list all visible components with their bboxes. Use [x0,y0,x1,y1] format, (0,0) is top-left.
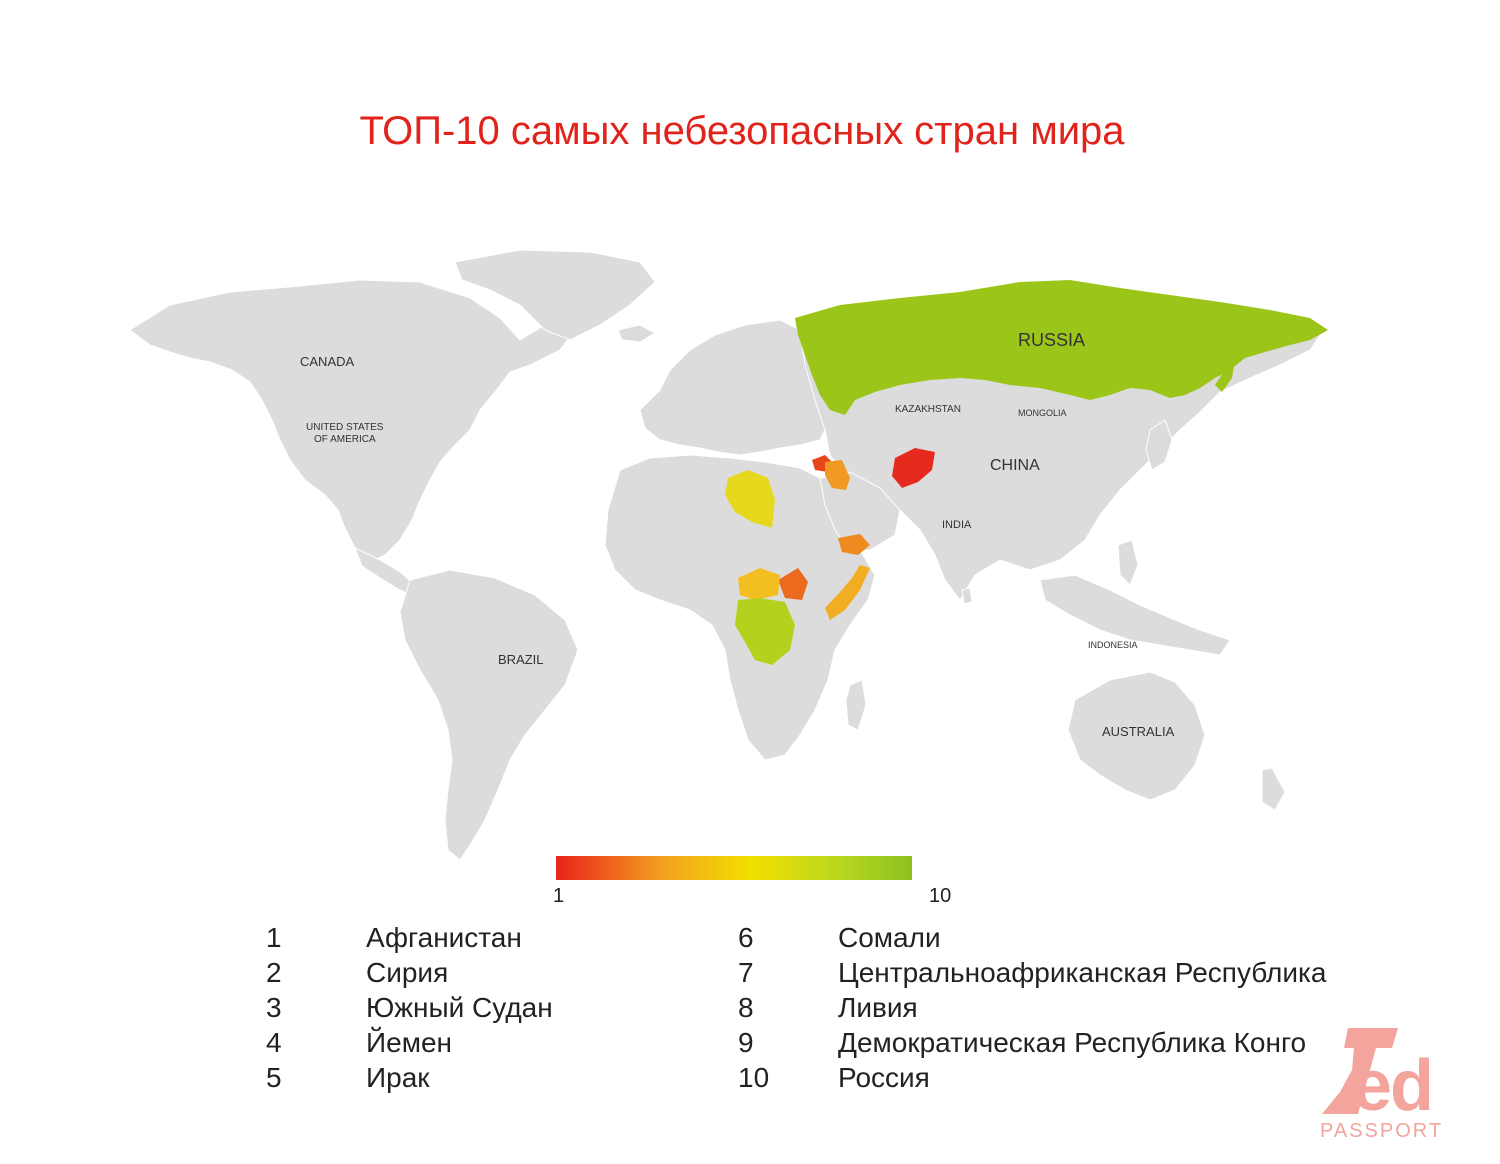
label-canada: CANADA [300,354,355,369]
legend-min-label: 1 [553,885,565,907]
rank-country: Демократическая Республика Конго [838,1027,1307,1058]
ranking-row: 3 Южный Судан [266,990,686,1025]
landmass-southeast-asia [1039,574,1231,656]
landmass-arabia [819,471,901,553]
rank-country: Сирия [366,957,449,988]
logo-mark [1322,1028,1398,1114]
ranking-row: 8 Ливия [738,990,1378,1025]
rank-number: 6 [738,922,754,953]
rank-number: 10 [738,1062,770,1093]
rank-country: Афганистан [366,922,522,953]
country-afghanistan [892,448,935,488]
country-dr-congo [735,598,795,665]
rank-number: 1 [266,922,282,953]
base-landmass [129,249,1326,861]
label-australia: AUSTRALIA [1102,724,1175,739]
rank-country: Сомали [838,922,941,953]
rank-country: Ливия [838,992,918,1023]
landmass-australia [1067,671,1206,801]
landmass-iceland [617,324,657,343]
label-mongolia: MONGOLIA [1018,408,1067,418]
country-somalia [825,565,870,620]
rank-number: 8 [738,992,754,1023]
label-usa-line1: UNITED STATES [306,422,384,433]
landmass-new-zealand [1261,767,1286,811]
rank-number: 2 [266,957,282,988]
logo-subtitle: PASSPORT [1320,1120,1444,1142]
country-iraq [825,460,850,490]
country-russia [795,280,1328,415]
legend-max-label: 10 [929,885,952,907]
label-brazil: BRAZIL [498,652,544,667]
country-south-sudan [778,568,808,600]
rank-number: 3 [266,992,282,1023]
country-central-african-republic [738,568,780,600]
label-russia: RUSSIA [1018,330,1085,350]
rank-country: Центральноафриканская Республика [838,957,1327,988]
red-passport-logo: Red PASSPORT [1318,1026,1478,1146]
ranking-row: 6 Сомали [738,920,1378,955]
country-russia-kamchatka [1215,360,1235,392]
landmass-north-america [129,279,576,563]
label-indonesia: INDONESIA [1088,640,1138,650]
landmass-greenland [454,249,656,341]
country-yemen [838,534,870,555]
rank-country: Южный Судан [366,992,553,1023]
ranking-column-right: 6 Сомали 7 Центральноафриканская Республ… [738,920,1378,1095]
rank-number: 9 [738,1027,754,1058]
landmass-south-america [399,569,579,861]
landmass-japan [1145,419,1173,471]
ranking-row: 9 Демократическая Республика Конго [738,1025,1378,1060]
ranking-row: 5 Ирак [266,1060,686,1095]
rank-country: Россия [838,1062,930,1093]
ranking-row: 10 Россия [738,1060,1378,1095]
rank-country: Йемен [366,1027,452,1058]
country-labels: CANADA UNITED STATES OF AMERICA BRAZIL R… [300,330,1175,739]
legend-gradient-bar [556,856,912,880]
logo-word: Red [1352,1046,1434,1126]
ranking-column-left: 1 Афганистан 2 Сирия 3 Южный Судан 4 Йем… [266,920,686,1095]
ranking-row: 2 Сирия [266,955,686,990]
label-kazakhstan: KAZAKHSTAN [895,404,961,415]
ranking-row: 4 Йемен [266,1025,686,1060]
ranking-row: 1 Афганистан [266,920,686,955]
rank-number: 4 [266,1027,282,1058]
landmass-philippines [1117,539,1139,586]
rank-number: 5 [266,1062,282,1093]
landmass-sri-lanka [961,587,973,605]
rank-number: 7 [738,957,754,988]
map-title: ТОП-10 самых небезопасных стран мира [359,109,1125,153]
ranking-row: 7 Центральноафриканская Республика [738,955,1378,990]
label-china: CHINA [990,457,1040,474]
country-libya [725,470,775,528]
landmass-madagascar [845,679,867,731]
rank-country: Ирак [366,1062,430,1093]
label-india: INDIA [942,519,972,531]
label-usa-line2: OF AMERICA [314,434,376,445]
